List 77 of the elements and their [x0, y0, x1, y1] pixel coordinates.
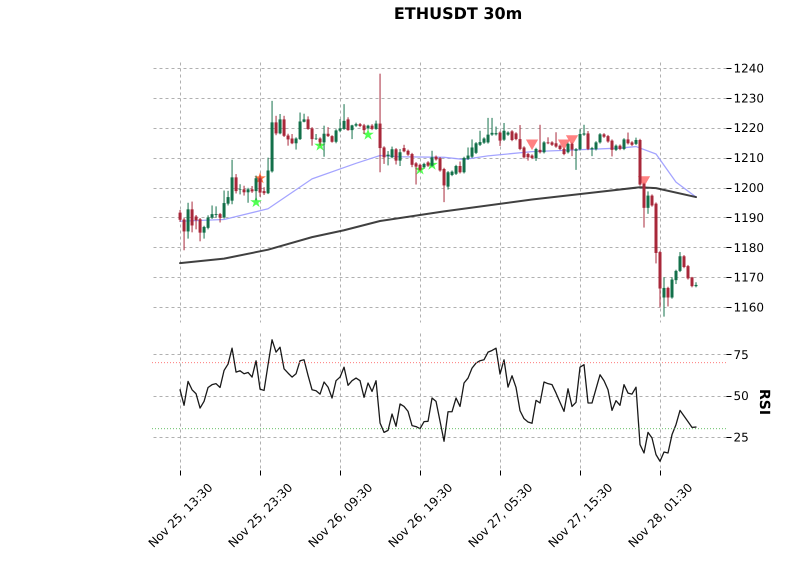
candlestick — [346, 116, 350, 132]
y-tick-label: 25 — [734, 430, 749, 444]
candlestick — [322, 125, 326, 158]
candlestick — [410, 152, 414, 168]
candlestick — [290, 134, 294, 145]
y-tick-label: 75 — [734, 348, 749, 362]
candlestick — [214, 206, 218, 218]
candlestick — [242, 185, 246, 196]
candlestick — [598, 132, 602, 144]
y-tick-label: 1200 — [734, 181, 764, 196]
y-tick-label: 1180 — [734, 240, 764, 255]
candlestick — [498, 130, 502, 146]
candlestick — [586, 130, 590, 151]
candlestick — [210, 204, 214, 220]
candlestick — [222, 190, 226, 220]
candlestick — [198, 218, 202, 242]
y-tick-label: 50 — [734, 389, 749, 404]
candlestick — [626, 132, 630, 145]
candlestick — [334, 128, 338, 144]
candlestick — [542, 140, 546, 154]
candlestick — [474, 142, 478, 155]
candlestick — [666, 286, 670, 307]
candlestick — [458, 161, 462, 174]
candlestick — [610, 138, 614, 157]
candlestick — [566, 142, 570, 154]
candlestick — [510, 130, 514, 142]
candlestick — [326, 126, 330, 138]
candlestick — [362, 123, 366, 135]
candlestick — [678, 252, 682, 273]
y-tick-label: 1160 — [734, 300, 764, 315]
candlestick — [446, 170, 450, 190]
candlestick — [594, 140, 598, 151]
candlestick — [390, 146, 394, 159]
candlestick — [470, 138, 474, 158]
candlestick — [206, 214, 210, 230]
candlestick — [430, 150, 434, 168]
candlestick — [538, 124, 542, 154]
candlestick — [502, 122, 506, 142]
candlestick — [342, 104, 346, 130]
candlestick — [394, 148, 398, 166]
candlestick — [462, 156, 466, 174]
candlestick — [554, 132, 558, 148]
y-tick-label: 1190 — [734, 210, 764, 225]
candlestick — [218, 212, 222, 223]
y-tick-label: 1170 — [734, 270, 764, 285]
candlestick — [234, 174, 238, 194]
candlestick — [662, 276, 666, 318]
candlestick — [298, 112, 302, 140]
candlestick — [230, 159, 234, 205]
candlestick — [374, 120, 378, 130]
candlestick — [622, 138, 626, 151]
candlestick — [486, 117, 490, 144]
candlestick — [646, 190, 650, 214]
candlestick — [278, 114, 282, 135]
y-tick-label: 1210 — [734, 151, 764, 166]
y-tick-label: 1220 — [734, 121, 764, 136]
candlestick — [282, 115, 286, 138]
candlestick — [350, 124, 354, 140]
candlestick — [186, 202, 190, 240]
candlestick — [578, 128, 582, 151]
candlestick — [454, 164, 458, 176]
candlestick — [534, 147, 538, 162]
candlestick — [386, 150, 390, 166]
candlestick — [570, 142, 574, 157]
chart-title: ETHUSDT 30m — [394, 4, 522, 23]
candlestick — [574, 148, 578, 170]
y-tick-label: 1240 — [734, 61, 764, 76]
candlestick — [190, 201, 194, 233]
candlestick — [274, 115, 278, 136]
y-tick-label: 1230 — [734, 91, 764, 106]
candlestick — [398, 148, 402, 166]
y-axis-title: RSI — [756, 388, 772, 416]
line-series — [179, 339, 697, 462]
candlestick — [246, 187, 250, 204]
candlestick — [258, 175, 262, 198]
candlestick — [254, 175, 258, 201]
candlestick — [590, 146, 594, 157]
